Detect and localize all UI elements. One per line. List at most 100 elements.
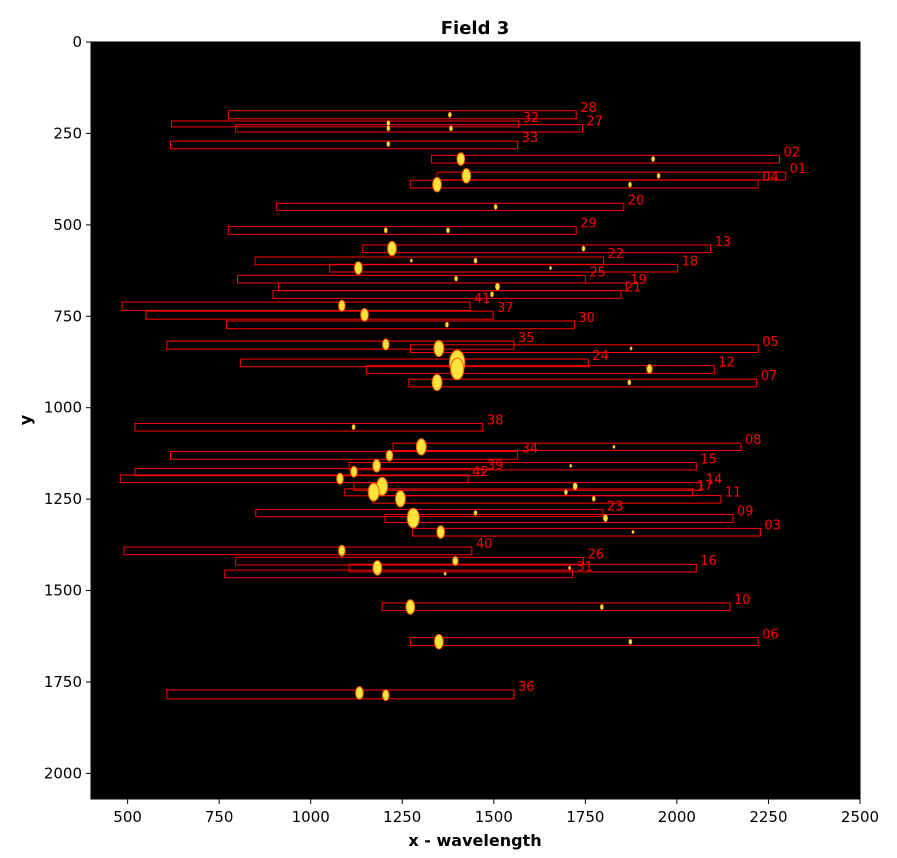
spectrum-spot-09-2: [603, 514, 608, 522]
slit-label-12: 12: [718, 356, 735, 371]
spectrum-spot-11-1: [394, 490, 406, 508]
spectrum-spot-32-1: [386, 120, 391, 127]
slit-label-33: 33: [522, 131, 539, 146]
x-axis: 500 750 1000 1250 1500 1750 2000 2250 2500: [113, 799, 879, 826]
spectrum-spot-09-1: [406, 507, 420, 529]
spectrum-spot-04-2: [628, 181, 632, 188]
plot-area: [91, 42, 860, 799]
spectrum-spot-38-1: [351, 424, 356, 431]
y-tick-label: 1500: [44, 582, 82, 600]
y-tick-label: 750: [53, 307, 82, 325]
spectrum-spot-35-1: [381, 338, 390, 351]
spectrum-spot-07-2: [627, 379, 632, 386]
x-tick-label: 1500: [475, 808, 513, 826]
x-axis-label: x - wavelength: [408, 831, 541, 850]
slit-label-14: 14: [706, 473, 723, 488]
spectrum-spot-02-1: [456, 152, 466, 166]
spectrum-spot-13-1: [387, 240, 397, 257]
spectrum-spot-29-1: [383, 227, 388, 234]
slit-box-38: [134, 422, 484, 432]
slit-box-06: [409, 637, 759, 646]
slit-label-07: 07: [761, 369, 778, 384]
slit-label-05: 05: [762, 335, 779, 350]
slit-label-17: 17: [697, 479, 714, 494]
slit-box-04: [409, 179, 759, 189]
x-tick-label: 2500: [841, 808, 879, 826]
spectrum-spot-31-1: [443, 571, 447, 576]
spectrum-spot-39-1: [350, 465, 358, 478]
chart-title: Field 3: [441, 18, 510, 39]
spectrum-spot-06-1: [433, 634, 444, 650]
spectrum-spot-26-1: [452, 555, 459, 566]
spectrum-spot-08-2: [612, 444, 616, 449]
slit-box-20: [276, 202, 625, 212]
slit-label-06: 06: [762, 628, 779, 643]
slit-label-09: 09: [737, 504, 754, 519]
x-tick-label: 2000: [658, 808, 696, 826]
slit-label-35: 35: [518, 331, 535, 346]
x-tick-label: 500: [113, 808, 142, 826]
slit-label-15: 15: [700, 453, 717, 468]
spectrum-spot-13-2: [581, 245, 586, 252]
slit-box-08: [392, 442, 742, 451]
spectrum-spot-42-1: [336, 472, 344, 485]
slit-label-30: 30: [578, 311, 595, 326]
slit-box-05: [409, 344, 759, 353]
y-tick-label: 1250: [44, 490, 82, 508]
slit-label-28: 28: [580, 101, 597, 116]
spectrum-spot-17-1: [367, 482, 380, 502]
slit-label-36: 36: [518, 680, 535, 695]
slit-label-40: 40: [476, 537, 493, 552]
spectrum-spot-41-1: [338, 299, 346, 312]
spectrum-spot-16-1: [372, 560, 383, 576]
slit-label-16: 16: [700, 554, 717, 569]
spectrum-spot-18-1: [353, 261, 363, 275]
spectrum-spot-20-1: [493, 203, 498, 210]
slit-box-10: [381, 602, 731, 612]
slit-box-23: [255, 508, 604, 518]
slit-box-26: [235, 556, 585, 566]
y-tick-label: 1000: [44, 399, 82, 417]
spectrum-spot-11-2: [591, 495, 596, 502]
slit-box-29: [227, 226, 577, 235]
spectrum-spot-27-2: [449, 125, 453, 132]
x-tick-label: 1000: [292, 808, 330, 826]
slit-box-02: [431, 154, 780, 164]
slit-box-33: [169, 140, 519, 150]
spectrum-spot-33-1: [386, 141, 391, 147]
x-tick-label: 750: [205, 808, 234, 826]
spectrum-spot-23-1: [473, 510, 478, 516]
slit-label-39: 39: [487, 458, 504, 473]
slit-box-32: [171, 120, 520, 128]
x-tick-label: 2250: [749, 808, 787, 826]
slit-label-21: 21: [625, 281, 642, 296]
spectrum-spot-22-1: [409, 258, 413, 263]
slit-box-42: [119, 474, 469, 484]
slit-label-13: 13: [715, 235, 732, 250]
spectrum-spot-03-2: [631, 529, 635, 535]
spots-layer: [336, 111, 661, 702]
spectrum-spot-25-1: [454, 275, 458, 282]
spectrum-spot-28-1: [447, 111, 452, 118]
spectrum-spot-04-1: [432, 176, 442, 193]
spectrum-spot-19-1: [495, 282, 500, 291]
spectrum-spot-15-2: [569, 463, 573, 468]
y-tick-label: 0: [72, 33, 82, 51]
slit-label-02: 02: [783, 145, 800, 160]
slit-box-28: [227, 110, 577, 120]
slits-layer: [119, 110, 787, 700]
slit-label-08: 08: [745, 433, 762, 448]
slit-box-39: [134, 467, 484, 477]
slit-label-20: 20: [628, 193, 645, 208]
spectrum-spot-27-1: [386, 125, 391, 132]
slit-label-41: 41: [474, 292, 491, 307]
spectrum-spot-10-1: [405, 599, 416, 615]
spectrum-spot-03-1: [436, 525, 446, 539]
slit-box-16: [348, 563, 697, 573]
slit-label-10: 10: [734, 593, 751, 608]
spectrum-spot-08-1: [415, 438, 427, 456]
spectrum-spot-14-2: [572, 482, 578, 491]
spectrum-spot-15-1: [372, 459, 381, 473]
y-tick-label: 1750: [44, 673, 82, 691]
spectrum-spot-16-2: [568, 565, 572, 570]
